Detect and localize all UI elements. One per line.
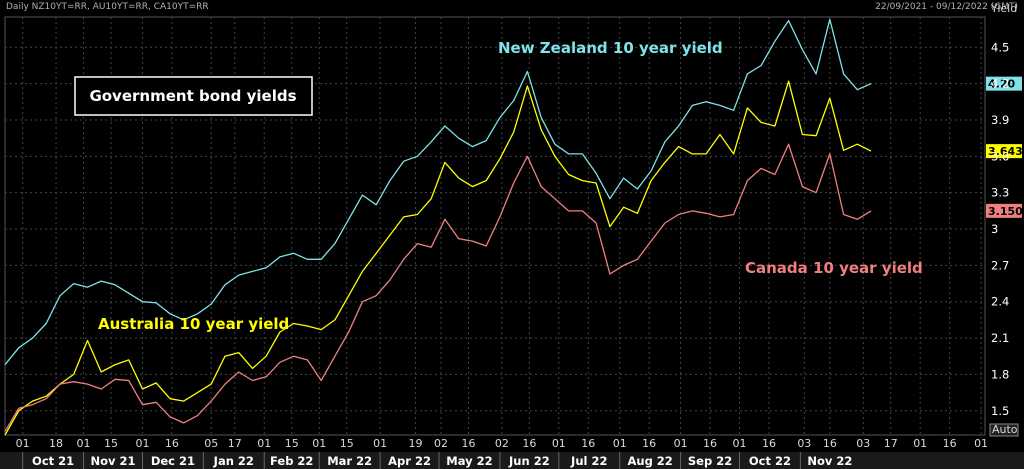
month-label: Sep 22: [688, 454, 732, 468]
y-tick-label: 4.5: [991, 40, 1009, 54]
x-tick-label: 01: [552, 437, 566, 450]
y-tick-label: 3.3: [991, 186, 1009, 200]
chart-title: Government bond yields: [89, 87, 296, 105]
last-value-tag-2: [986, 203, 1022, 218]
month-label: May 22: [446, 454, 492, 468]
y-tick-label: 2.7: [991, 258, 1009, 272]
y-tick-label: 1.8: [991, 367, 1009, 381]
last-value-tag-1: [986, 144, 1022, 159]
plot-border: [4, 16, 986, 436]
x-tick-label: 03: [797, 437, 811, 450]
x-tick-label: 17: [884, 437, 898, 450]
y-tick-label: 3.9: [991, 113, 1009, 127]
month-label: Apr 22: [388, 454, 431, 468]
series-label-au: Australia 10 year yield: [98, 315, 289, 333]
auto-scale-label: Auto: [992, 423, 1018, 436]
x-tick-label: 01: [135, 437, 149, 450]
x-tick-label: 01: [674, 437, 688, 450]
x-tick-label: 01: [373, 437, 387, 450]
x-tick-label: 15: [285, 437, 299, 450]
series-line-1: [4, 80, 872, 436]
month-label: Jul 22: [570, 454, 607, 468]
month-label: Mar 22: [327, 454, 372, 468]
chart-header-date-range: 22/09/2021 - 09/12/2022 (GMT): [875, 2, 1018, 12]
month-label: Dec 21: [151, 454, 195, 468]
series-line-0: [4, 18, 872, 366]
y-tick-label: 4.2: [991, 77, 1009, 91]
x-tick-label: 01: [77, 437, 91, 450]
last-value-label-2: 3.150: [988, 205, 1023, 218]
x-tick-label: 02: [495, 437, 509, 450]
x-tick-label: 01: [913, 437, 927, 450]
x-tick-label: 01: [16, 437, 30, 450]
annotations: Government bond yields New Zealand 10 yea…: [74, 39, 923, 333]
x-axis: 01 18 01 15 01 16 05 17 01 15 01 15 01 19 02 16 02 16 01 16…: [0, 437, 1024, 469]
x-tick-label: 17: [228, 437, 242, 450]
y-tick-label: 2.1: [991, 331, 1009, 345]
x-tick-label: 02: [434, 437, 448, 450]
x-tick-label: 01: [974, 437, 988, 450]
y-tick-label: 1.5: [991, 404, 1009, 418]
last-value-label-0: 4.20: [988, 78, 1015, 91]
x-tick-label: 15: [340, 437, 354, 450]
x-tick-label: 16: [642, 437, 656, 450]
x-tick-label: 16: [762, 437, 776, 450]
y-axis-label: Yield: [990, 2, 1017, 15]
month-band: [0, 452, 1024, 469]
x-tick-label: 16: [581, 437, 595, 450]
series-label-nz: New Zealand 10 year yield: [498, 39, 723, 57]
y-tick-label: 3.6: [991, 149, 1009, 163]
series-line-2: [4, 143, 872, 432]
series-lines: 4.20 3.643 3.150: [4, 18, 1023, 436]
chart-header-rics: Daily NZ10YT=RR, AU10YT=RR, CA10YT=RR: [6, 2, 209, 12]
gridlines: [4, 16, 986, 436]
last-value-tag-0: [986, 76, 1022, 91]
title-box: [74, 76, 313, 116]
y-axis: 1.5 1.8 2.1 2.4 2.7 3 3.3 3.6 3.9 4.2 4.5 Yield Auto: [989, 2, 1019, 437]
month-label: Aug 22: [627, 454, 672, 468]
y-tick-label: 2.4: [991, 295, 1009, 309]
x-tick-label: 01: [613, 437, 627, 450]
x-tick-label: 19: [408, 437, 422, 450]
x-tick-label: 18: [49, 437, 63, 450]
x-tick-label: 01: [733, 437, 747, 450]
x-tick-label: 16: [461, 437, 475, 450]
month-label: Jun 22: [508, 454, 550, 468]
series-label-ca: Canada 10 year yield: [745, 259, 923, 277]
x-tick-label: 03: [856, 437, 870, 450]
month-label: Nov 21: [91, 454, 136, 468]
x-tick-label: 16: [823, 437, 837, 450]
x-tick-label: 16: [165, 437, 179, 450]
x-tick-label: 01: [257, 437, 271, 450]
x-tick-label: 16: [703, 437, 717, 450]
month-label: Oct 21: [32, 454, 74, 468]
y-tick-label: 3: [991, 222, 998, 236]
x-tick-label: 05: [204, 437, 218, 450]
auto-scale-box: [989, 423, 1019, 437]
x-tick-label: 01: [312, 437, 326, 450]
month-label: Feb 22: [270, 454, 313, 468]
x-tick-label: 16: [943, 437, 957, 450]
x-tick-label: 16: [522, 437, 536, 450]
month-label: Oct 22: [749, 454, 791, 468]
last-value-label-1: 3.643: [988, 145, 1023, 158]
month-label: Jan 22: [213, 454, 254, 468]
month-label: Nov 22: [807, 454, 852, 468]
x-tick-label: 15: [104, 437, 118, 450]
